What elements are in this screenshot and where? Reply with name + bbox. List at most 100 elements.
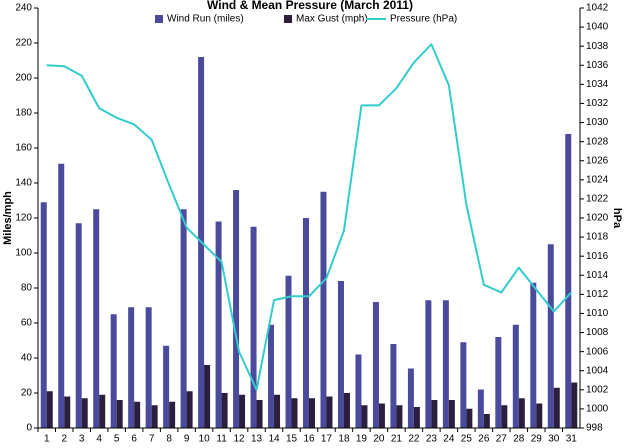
bar (378, 403, 385, 428)
y-axis-title: Miles/mph (2, 191, 14, 245)
bar (565, 134, 572, 428)
y2-tick-label: 1024 (586, 174, 609, 185)
x-tick-label: 13 (251, 434, 263, 445)
x-tick-label: 23 (426, 434, 438, 445)
x-tick-label: 24 (443, 434, 455, 445)
bar (442, 300, 449, 428)
y2-tick-label: 1022 (586, 194, 609, 205)
y-tick-label: 0 (26, 423, 32, 434)
y2-tick-label: 998 (586, 423, 603, 434)
legend-swatch (155, 15, 163, 23)
x-tick-label: 15 (286, 434, 298, 445)
x-tick-label: 25 (461, 434, 473, 445)
bar (512, 324, 519, 428)
bar (396, 405, 403, 428)
y2-tick-label: 1030 (586, 117, 609, 128)
x-tick-label: 22 (408, 434, 420, 445)
x-tick-label: 29 (531, 434, 543, 445)
x-tick-label: 6 (131, 434, 137, 445)
y-tick-label: 100 (15, 248, 32, 259)
x-tick-label: 3 (79, 434, 85, 445)
y-tick-label: 160 (15, 143, 32, 154)
y-tick-label: 40 (21, 353, 33, 364)
bar (303, 218, 309, 428)
y2-tick-label: 1018 (586, 232, 609, 243)
y2-tick-label: 1026 (586, 155, 609, 166)
bar (285, 275, 292, 428)
bar (309, 398, 315, 428)
bar (483, 414, 490, 428)
x-tick-label: 11 (216, 434, 227, 445)
bar (250, 226, 257, 428)
y2-tick-label: 1010 (586, 308, 609, 319)
bar (93, 209, 100, 428)
y2-axis-title: hPa (611, 208, 623, 229)
y-tick-label: 120 (15, 213, 32, 224)
bar (180, 209, 187, 428)
bar (75, 223, 82, 428)
y2-tick-label: 1000 (586, 404, 609, 415)
bar (64, 396, 71, 428)
x-tick-label: 17 (321, 434, 333, 445)
bar (145, 307, 152, 428)
bar (204, 365, 211, 428)
bar (343, 393, 350, 428)
x-tick-label: 26 (478, 434, 490, 445)
y-tick-label: 140 (15, 178, 32, 189)
bar (413, 407, 420, 428)
y-tick-label: 60 (21, 318, 33, 329)
x-tick-label: 21 (391, 434, 403, 445)
bar (477, 389, 484, 428)
legend-swatch (284, 15, 292, 23)
bar (361, 405, 368, 428)
bar (58, 163, 65, 428)
y2-tick-label: 1032 (586, 98, 609, 109)
y2-tick-label: 1038 (586, 41, 609, 52)
bar (320, 191, 327, 428)
bar (221, 393, 228, 428)
y2-tick-label: 1006 (586, 346, 609, 357)
y2-tick-label: 1008 (586, 327, 609, 338)
x-tick-label: 8 (166, 434, 172, 445)
bar (46, 391, 53, 428)
bar (466, 408, 473, 428)
bar (547, 244, 554, 428)
y2-tick-label: 1016 (586, 251, 609, 262)
bar (571, 382, 578, 428)
bar (128, 307, 135, 428)
x-tick-label: 19 (356, 434, 368, 445)
x-tick-label: 4 (96, 434, 102, 445)
x-tick-label: 20 (373, 434, 385, 445)
x-tick-label: 30 (548, 434, 560, 445)
legend-label: Pressure (hPa) (390, 14, 457, 25)
bar (163, 345, 170, 428)
bar (268, 324, 275, 428)
x-tick-label: 31 (566, 434, 578, 445)
bar (134, 401, 141, 428)
x-tick-label: 18 (338, 434, 350, 445)
bar (425, 300, 432, 428)
y2-tick-label: 1028 (586, 136, 609, 147)
x-tick-label: 12 (234, 434, 246, 445)
bar (274, 394, 281, 428)
legend-label: Max Gust (mph) (296, 14, 368, 25)
legend-label: Wind Run (miles) (167, 14, 244, 25)
y-tick-label: 200 (15, 73, 32, 84)
y2-tick-label: 1034 (586, 79, 609, 90)
bar (448, 400, 455, 428)
bar (233, 190, 240, 428)
chart-title: Wind & Mean Pressure (March 2011) (207, 0, 413, 12)
y2-tick-label: 1002 (586, 384, 609, 395)
bar (518, 398, 525, 428)
x-tick-label: 28 (513, 434, 525, 445)
x-tick-label: 10 (199, 434, 211, 445)
bar (81, 398, 88, 428)
y2-tick-label: 1020 (586, 213, 609, 224)
x-tick-label: 1 (44, 434, 50, 445)
y2-tick-label: 1012 (586, 289, 609, 300)
x-tick-label: 2 (61, 434, 67, 445)
bar (256, 400, 263, 428)
pressure-line (46, 43, 572, 391)
x-tick-label: 5 (114, 434, 120, 445)
